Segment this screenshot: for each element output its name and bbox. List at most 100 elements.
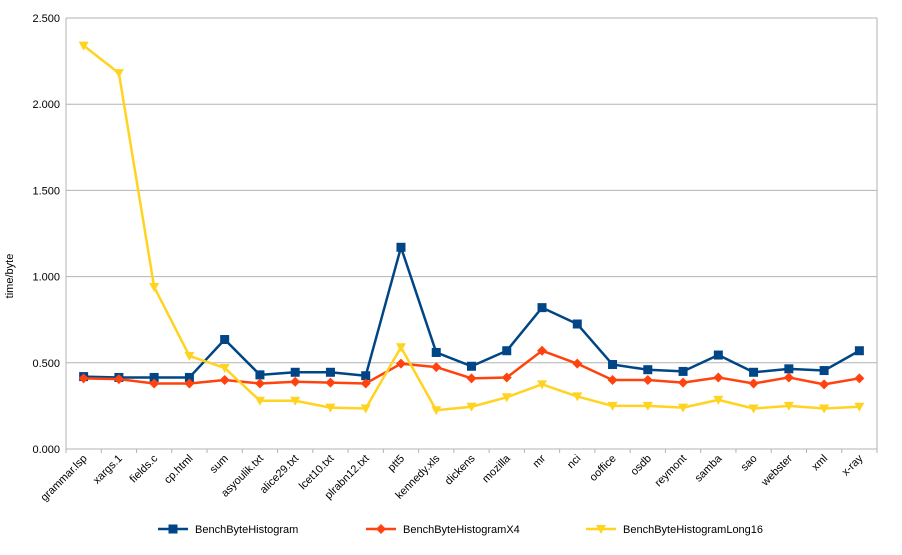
data-point xyxy=(78,41,89,51)
x-tick-label: webster xyxy=(759,452,796,489)
data-point xyxy=(502,346,512,356)
legend-label: BenchByteHistogramX4 xyxy=(403,524,520,536)
data-point xyxy=(678,403,689,413)
data-point xyxy=(713,372,724,383)
data-point xyxy=(642,401,653,411)
x-tick-label: ooffice xyxy=(587,453,618,484)
data-point xyxy=(501,372,512,383)
data-point xyxy=(854,373,865,384)
data-point xyxy=(219,363,230,373)
data-point xyxy=(466,402,477,412)
data-point xyxy=(184,378,195,389)
data-point xyxy=(361,371,371,381)
data-point xyxy=(431,362,442,373)
x-tick-label: osdb xyxy=(629,453,654,478)
x-tick-label: reymont xyxy=(653,453,690,490)
x-tick-label: nci xyxy=(565,453,583,471)
data-point xyxy=(643,365,653,375)
data-point xyxy=(537,303,547,313)
axes xyxy=(65,18,878,453)
data-point xyxy=(113,374,124,385)
x-tick-label: grammar.lsp xyxy=(38,453,89,504)
data-point xyxy=(149,282,160,292)
data-point xyxy=(819,366,829,376)
data-point xyxy=(466,373,477,384)
data-point xyxy=(607,375,618,386)
series-1 xyxy=(79,242,864,382)
data-point xyxy=(748,378,759,389)
data-point xyxy=(537,345,548,356)
legend-item-3: BenchByteHistogramLong16 xyxy=(586,524,763,536)
x-tick-label: mr xyxy=(531,452,549,470)
legend-marker xyxy=(168,524,178,534)
series-3 xyxy=(78,41,865,416)
data-point xyxy=(572,392,583,402)
data-point xyxy=(431,347,441,357)
data-point xyxy=(537,380,548,390)
data-point xyxy=(678,366,688,376)
data-point xyxy=(572,319,582,329)
legend-item-1: BenchByteHistogram xyxy=(158,524,298,536)
y-tick-labels: 0.000 0.500 1.000 1.500 2.000 2.500 xyxy=(32,13,60,456)
data-point xyxy=(149,378,160,389)
data-point xyxy=(254,396,265,406)
data-point xyxy=(607,401,618,411)
x-tick-label: alice29.txt xyxy=(258,453,302,497)
x-tick-label: xargs.1 xyxy=(91,453,125,487)
data-point xyxy=(325,403,336,413)
data-point xyxy=(395,358,406,369)
x-tick-labels: grammar.lsp xargs.1 fields.c cp.html sumasyo… xyxy=(38,452,865,504)
data-point xyxy=(325,377,336,388)
x-tick-label: x-ray xyxy=(840,452,866,478)
legend-label: BenchByteHistogramLong16 xyxy=(623,524,763,536)
data-point xyxy=(290,376,301,387)
data-point xyxy=(431,406,442,416)
data-point xyxy=(819,379,830,390)
data-point xyxy=(783,372,794,383)
data-point xyxy=(254,378,265,389)
x-tick-label: ptt5 xyxy=(386,453,407,474)
data-point xyxy=(360,378,371,389)
data-point xyxy=(713,395,724,405)
series-lines xyxy=(78,41,865,416)
y-tick-label: 1.000 xyxy=(32,272,60,284)
data-point xyxy=(642,375,653,386)
y-tick-label: 0.000 xyxy=(32,444,60,456)
legend-label: BenchByteHistogram xyxy=(195,524,298,536)
data-point xyxy=(713,350,723,360)
data-point xyxy=(501,393,512,403)
data-point xyxy=(325,367,335,377)
legend: BenchByteHistogram BenchByteHistogramX4 Be… xyxy=(158,524,763,536)
series-line xyxy=(83,246,860,379)
y-axis-title: time/byte xyxy=(4,254,16,299)
x-tick-label: samba xyxy=(693,452,725,484)
data-point xyxy=(184,351,195,361)
data-point xyxy=(113,69,124,79)
x-tick-label: dickens xyxy=(443,452,478,487)
data-point xyxy=(854,346,864,356)
y-tick-label: 0.500 xyxy=(32,358,60,370)
y-tick-label: 1.500 xyxy=(32,185,60,197)
data-point xyxy=(819,404,830,414)
data-point xyxy=(784,364,794,374)
series-line xyxy=(82,44,860,412)
data-point xyxy=(255,370,265,380)
data-point xyxy=(395,343,406,353)
legend-marker xyxy=(596,525,606,534)
x-tick-label: sum xyxy=(208,453,231,476)
data-point xyxy=(360,404,371,414)
data-point xyxy=(678,377,689,388)
data-point xyxy=(572,358,583,369)
data-point xyxy=(748,404,759,414)
data-point xyxy=(184,372,194,382)
x-tick-label: fields.c xyxy=(128,452,161,485)
data-point xyxy=(149,372,159,382)
data-point xyxy=(219,375,230,386)
data-point xyxy=(290,396,301,406)
legend-item-2: BenchByteHistogramX4 xyxy=(366,524,520,536)
y-tick-label: 2.000 xyxy=(32,99,60,111)
legend-marker xyxy=(376,524,386,534)
x-tick-label: cp.html xyxy=(162,453,196,487)
data-point xyxy=(749,367,759,377)
